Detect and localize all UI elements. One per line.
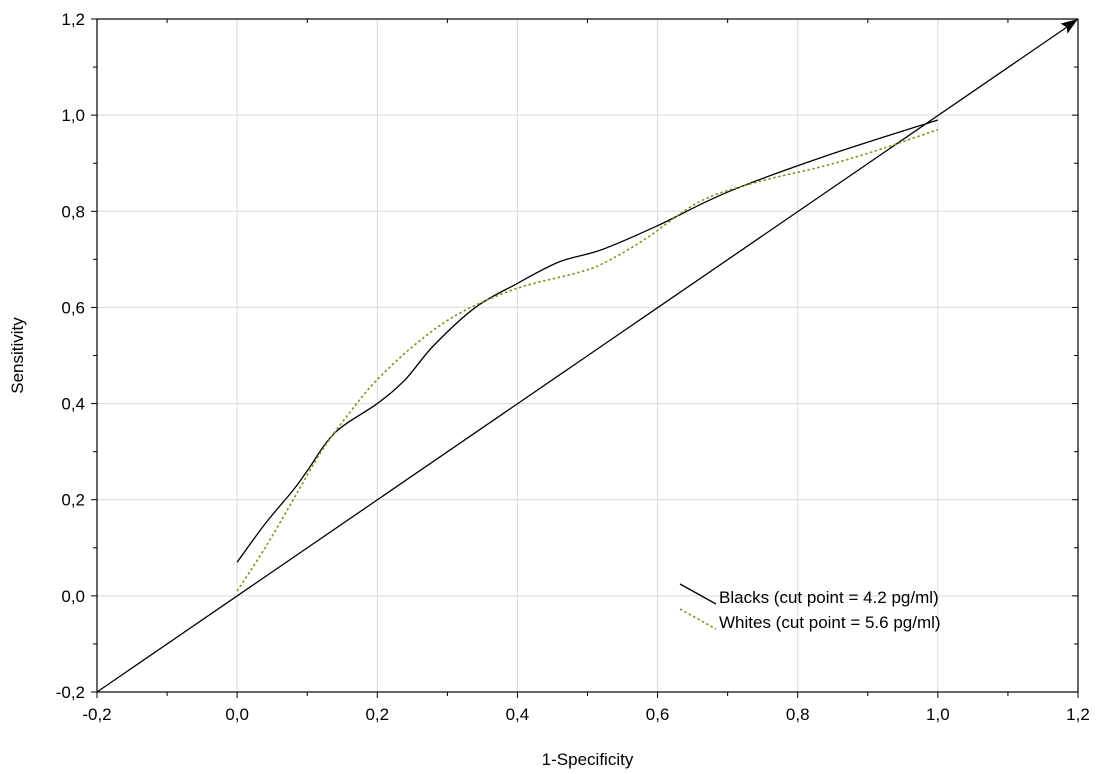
y-tick-label: 0,0 <box>61 587 85 606</box>
x-tick-label: 0,6 <box>646 705 670 724</box>
legend-swatch-blacks <box>679 583 717 605</box>
reference-diagonal-line <box>96 24 1071 693</box>
y-tick-label: 0,6 <box>61 298 85 317</box>
y-tick-label: 1,2 <box>61 10 85 29</box>
series-line-blacks <box>236 119 939 563</box>
x-tick-label: 1,0 <box>926 705 950 724</box>
y-tick-label: 0,2 <box>61 491 85 510</box>
y-tick-label: 0,4 <box>61 395 85 414</box>
series-layer <box>236 119 939 592</box>
y-tick-label: -0,2 <box>56 683 85 702</box>
y-tick-label: 1,0 <box>61 106 85 125</box>
x-tick-label: 0,8 <box>786 705 810 724</box>
x-axis-label: 1-Specificity <box>542 750 634 769</box>
x-tick-label: 1,2 <box>1066 705 1090 724</box>
legend: Blacks (cut point = 4.2 pg/ml) Whites (c… <box>679 583 941 632</box>
grid-lines <box>97 19 1078 692</box>
series-line-whites <box>236 128 939 592</box>
axis-ticks: -0,2 0,0 0,2 0,4 0,6 0,8 1,0 1,2 -0,2 0,0 0,2 0,4 0,… <box>56 10 1090 724</box>
legend-swatch-whites <box>679 608 717 630</box>
x-tick-label: -0,2 <box>82 705 111 724</box>
reference-arrow-head <box>1060 19 1078 34</box>
x-tick-label: 0,0 <box>225 705 249 724</box>
y-axis-label: Sensitivity <box>8 317 27 394</box>
legend-label-blacks: Blacks (cut point = 4.2 pg/ml) <box>719 588 939 607</box>
x-tick-label: 0,4 <box>506 705 530 724</box>
legend-label-whites: Whites (cut point = 5.6 pg/ml) <box>719 613 941 632</box>
x-tick-label: 0,2 <box>365 705 389 724</box>
y-tick-label: 0,8 <box>61 202 85 221</box>
